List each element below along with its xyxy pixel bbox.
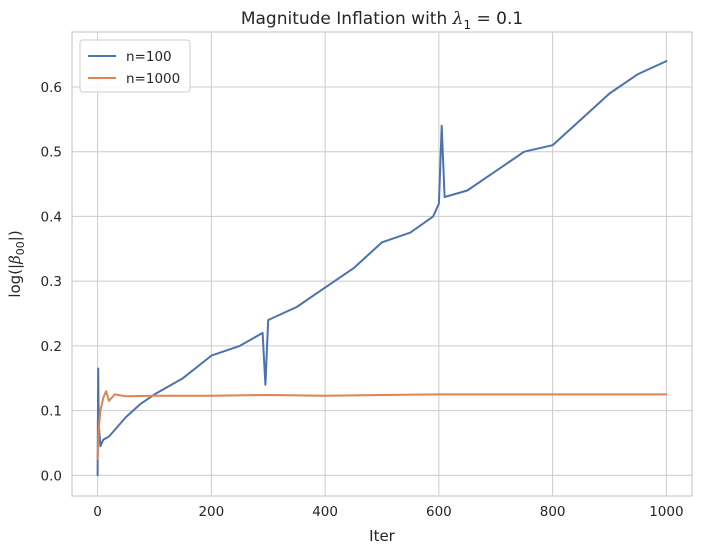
- ylabel-prefix: log(|: [6, 264, 24, 298]
- legend: n=100 n=1000: [79, 39, 191, 93]
- y-tick-label: 0.5: [41, 145, 62, 161]
- x-tick-label: 400: [312, 504, 338, 520]
- legend-label-n100: n=100: [126, 49, 172, 65]
- y-axis-label: log(|β00|): [6, 230, 27, 297]
- x-tick-label: 600: [426, 504, 452, 520]
- title-subscript: 1: [463, 18, 471, 32]
- y-tick-label: 0.3: [41, 274, 62, 290]
- ylabel-suffix: |): [6, 230, 24, 241]
- x-axis-label: Iter: [369, 527, 396, 545]
- x-tick-label: 1000: [649, 504, 683, 520]
- x-tick-label: 800: [540, 504, 566, 520]
- y-tick-label: 0.2: [41, 339, 62, 355]
- y-tick-label: 0.0: [41, 468, 62, 484]
- data-lines: [96, 60, 668, 477]
- series-line-n100: [96, 60, 668, 477]
- title-symbol: λ: [452, 9, 464, 29]
- x-tick-label: 200: [198, 504, 224, 520]
- tick-labels: 0 200 400 600 800 1000 0.0 0.1 0.2 0.3 0.4 0.5 0.6: [41, 80, 684, 520]
- title-prefix: Magnitude Inflation with: [241, 9, 453, 29]
- ylabel-symbol: β: [6, 255, 24, 265]
- title-suffix: = 0.1: [471, 9, 523, 29]
- y-tick-label: 0.6: [41, 80, 62, 96]
- grid: [72, 32, 692, 496]
- series-line-n1000: [96, 390, 668, 461]
- x-tick-label: 0: [93, 504, 102, 520]
- plot-frame: [71, 31, 693, 497]
- chart-title: Magnitude Inflation with λ1 = 0.1: [241, 9, 523, 32]
- y-tick-label: 0.1: [41, 404, 62, 420]
- y-tick-label: 0.4: [41, 209, 62, 225]
- legend-label-n1000: n=1000: [126, 71, 180, 87]
- ylabel-subscript: 00: [14, 241, 27, 255]
